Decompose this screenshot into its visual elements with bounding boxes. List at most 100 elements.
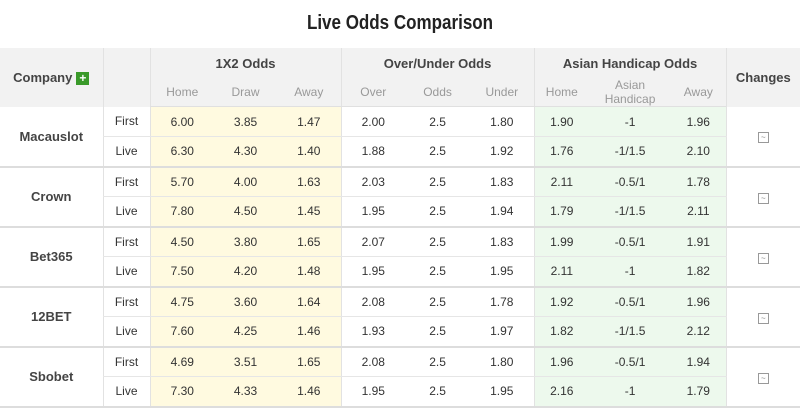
odds-cell: 1.83 — [470, 166, 535, 197]
company-name[interactable]: 12BET — [0, 286, 103, 348]
company-name[interactable]: Bet365 — [0, 226, 103, 288]
odds-cell: 2.03 — [340, 166, 406, 197]
odds-cell: 1.83 — [470, 226, 535, 257]
odds-cell: 1.82 — [533, 316, 590, 348]
subheader-under: Under — [470, 78, 535, 107]
subheader-odds: Odds — [405, 78, 471, 107]
odds-cell: 1.95 — [470, 376, 535, 408]
table-row: Bet365 First 4.50 3.80 1.65 2.07 2.5 1.83 1.99 -0… — [0, 226, 800, 288]
odds-cell: 2.11 — [533, 256, 590, 288]
odds-cell: 3.85 — [214, 106, 277, 137]
odds-cell: -1/1.5 — [589, 316, 672, 348]
odds-cell: 7.60 — [149, 316, 214, 348]
changes-cell[interactable]: ~ — [725, 226, 800, 288]
odds-cell: 4.25 — [214, 316, 277, 348]
odds-cell: 1.80 — [470, 346, 535, 377]
odds-cell: 7.80 — [149, 196, 214, 228]
odds-cell: 1.92 — [533, 286, 590, 317]
odds-cell: 1.96 — [671, 106, 727, 137]
odds-cell: 1.97 — [470, 316, 535, 348]
row-type: First — [102, 226, 150, 257]
odds-cell: -1/1.5 — [589, 196, 672, 228]
odds-cell: 2.5 — [405, 226, 471, 257]
odds-cell: 1.88 — [340, 136, 406, 168]
odds-cell: -0.5/1 — [589, 286, 672, 317]
odds-cell: 2.5 — [405, 376, 471, 408]
odds-cell: 2.5 — [405, 166, 471, 197]
odds-cell: 1.91 — [671, 226, 727, 257]
odds-cell: 4.75 — [149, 286, 214, 317]
odds-cell: 2.5 — [405, 196, 471, 228]
odds-cell: 2.5 — [405, 286, 471, 317]
odds-cell: 1.79 — [671, 376, 727, 408]
odds-cell: 1.96 — [671, 286, 727, 317]
odds-cell: 2.5 — [405, 346, 471, 377]
group-1x2: 1X2 Odds — [149, 48, 342, 78]
subheader-home: Home — [149, 78, 214, 107]
line-chart-icon[interactable]: ~ — [757, 252, 769, 264]
line-chart-icon[interactable]: ~ — [757, 372, 769, 384]
odds-cell: 2.5 — [405, 106, 471, 137]
odds-cell: 2.16 — [533, 376, 590, 408]
odds-cell: -0.5/1 — [589, 166, 672, 197]
odds-cell: 1.93 — [340, 316, 406, 348]
odds-cell: 7.50 — [149, 256, 214, 288]
table-row: Crown First 5.70 4.00 1.63 2.03 2.5 1.83 2.11 -0.… — [0, 166, 800, 228]
subheader-away: Away — [277, 78, 342, 107]
odds-cell: 1.65 — [277, 346, 342, 377]
odds-cell: 2.07 — [340, 226, 406, 257]
changes-cell[interactable]: ~ — [725, 166, 800, 228]
odds-cell: 1.78 — [470, 286, 535, 317]
company-name[interactable]: Crown — [0, 166, 103, 228]
odds-cell: 3.60 — [214, 286, 277, 317]
table-row: Live 7.80 4.50 1.45 1.95 2.5 1.94 1.79 -1/1.5 2.1… — [0, 196, 800, 228]
odds-cell: 2.11 — [533, 166, 590, 197]
changes-cell[interactable]: ~ — [725, 346, 800, 408]
row-type: Live — [102, 136, 150, 168]
odds-cell: 4.20 — [214, 256, 277, 288]
odds-cell: 1.46 — [277, 376, 342, 408]
odds-cell: 1.47 — [277, 106, 342, 137]
company-name[interactable]: Macauslot — [0, 106, 103, 168]
table-row: Live 6.30 4.30 1.40 1.88 2.5 1.92 1.76 -1/1.5 2.1… — [0, 136, 800, 168]
odds-cell: 2.08 — [340, 286, 406, 317]
odds-cell: 4.50 — [149, 226, 214, 257]
odds-cell: 4.33 — [214, 376, 277, 408]
company-name[interactable]: Sbobet — [0, 346, 103, 408]
subheader-asian-handicap: Asian Handicap — [589, 78, 672, 107]
odds-cell: 7.30 — [149, 376, 214, 408]
odds-cell: 1.94 — [671, 346, 727, 377]
company-header: Company + — [0, 48, 103, 107]
odds-table: Company + 1X2 Odds Over/Under Odds Asian … — [0, 48, 800, 408]
row-type: First — [102, 286, 150, 317]
odds-cell: 2.11 — [671, 196, 727, 228]
odds-cell: 3.51 — [214, 346, 277, 377]
row-type: First — [102, 106, 150, 137]
odds-cell: 5.70 — [149, 166, 214, 197]
changes-header: Changes — [725, 48, 800, 107]
odds-cell: 1.78 — [671, 166, 727, 197]
odds-cell: 2.10 — [671, 136, 727, 168]
odds-cell: 4.00 — [214, 166, 277, 197]
odds-cell: -0.5/1 — [589, 346, 672, 377]
odds-cell: 1.64 — [277, 286, 342, 317]
row-type: Live — [102, 376, 150, 408]
odds-cell: 1.65 — [277, 226, 342, 257]
changes-cell[interactable]: ~ — [725, 286, 800, 348]
odds-cell: 2.12 — [671, 316, 727, 348]
odds-cell: -1 — [589, 376, 672, 408]
plus-icon[interactable]: + — [76, 71, 90, 85]
changes-cell[interactable]: ~ — [725, 106, 800, 168]
table-row: Live 7.50 4.20 1.48 1.95 2.5 1.95 2.11 -1 1.82 — [0, 256, 800, 288]
table-row: Macauslot First 6.00 3.85 1.47 2.00 2.5 1.80 1.9… — [0, 106, 800, 168]
odds-cell: 3.80 — [214, 226, 277, 257]
odds-cell: 1.95 — [340, 256, 406, 288]
line-chart-icon[interactable]: ~ — [757, 312, 769, 324]
subheader-away: Away — [671, 78, 727, 107]
odds-cell: 4.50 — [214, 196, 277, 228]
odds-cell: -1 — [589, 256, 672, 288]
line-chart-icon[interactable]: ~ — [757, 192, 769, 204]
odds-cell: 6.00 — [149, 106, 214, 137]
odds-cell: 1.92 — [470, 136, 535, 168]
line-chart-icon[interactable]: ~ — [757, 132, 769, 143]
